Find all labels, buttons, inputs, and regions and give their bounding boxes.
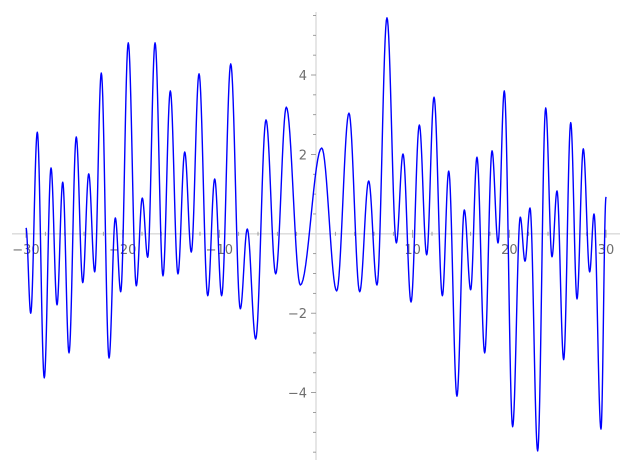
x-tick-label: 30 [598, 243, 615, 258]
series-line-0 [25, 17, 607, 452]
y-tick-label: 2 [299, 148, 307, 163]
y-tick-label: −4 [288, 387, 307, 402]
x-tick-label: 20 [501, 243, 518, 258]
y-tick-label: 4 [299, 69, 307, 84]
y-tick-label: −2 [288, 307, 307, 322]
x-tick-label: −30 [12, 243, 39, 258]
x-tick-label: 10 [404, 243, 421, 258]
